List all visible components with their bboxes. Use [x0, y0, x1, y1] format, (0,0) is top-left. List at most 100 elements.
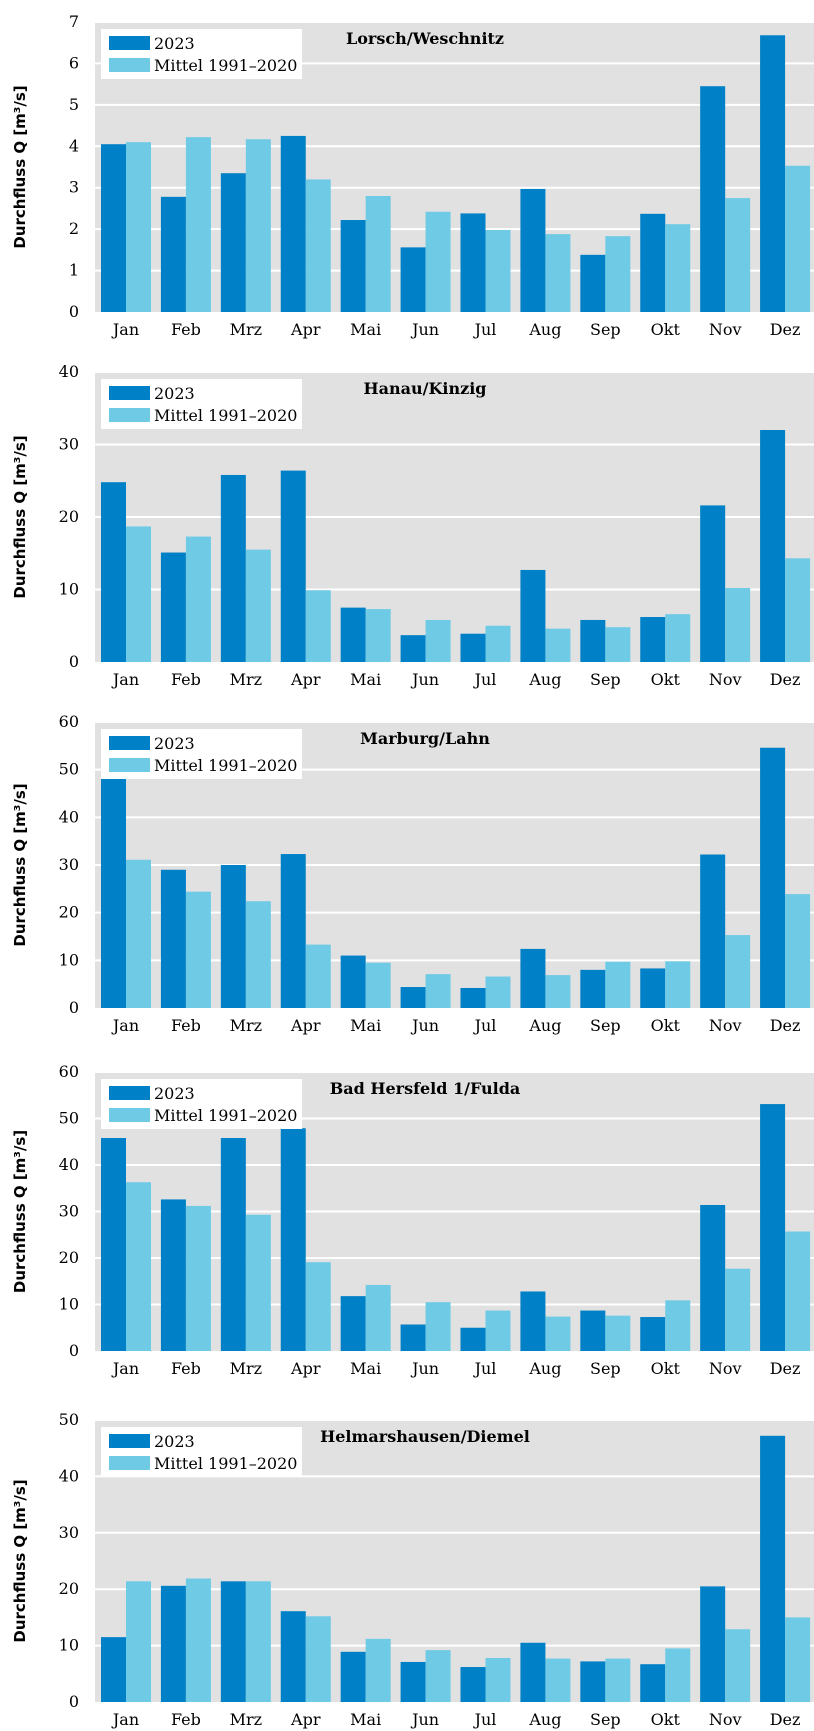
- legend-label: 2023: [154, 34, 195, 53]
- chart-lorsch-weschnitz: 0 1 2 3 4 5 6 7 Jan Feb Mrz Apr Mai Jun Jul Aug Sep Okt No…: [11, 12, 814, 339]
- bar-mittel-dez: [785, 165, 811, 312]
- bar-2023-mrz: [220, 173, 246, 312]
- x-tick-label-jul: Jul: [473, 670, 497, 689]
- y-tick-label: 20: [59, 1579, 79, 1598]
- bar-2023-dez: [760, 35, 786, 312]
- bar-mittel-feb: [185, 1578, 211, 1702]
- x-tick-label-aug: Aug: [528, 1359, 561, 1378]
- bar-mittel-jun: [425, 619, 451, 662]
- y-tick-label: 40: [59, 362, 79, 381]
- bar-mittel-mrz: [245, 549, 271, 662]
- y-tick-label: 0: [69, 1692, 79, 1711]
- bar-2023-nov: [700, 1586, 726, 1702]
- bar-2023-apr: [280, 854, 306, 1008]
- bar-2023-nov: [700, 854, 726, 1008]
- bar-2023-okt: [640, 1317, 666, 1351]
- bar-mittel-mrz: [245, 139, 271, 312]
- y-tick-label: 50: [59, 1109, 79, 1128]
- legend: 2023 Mittel 1991–2020: [101, 1427, 302, 1477]
- bar-mittel-aug: [545, 628, 571, 662]
- x-tick-label-dez: Dez: [770, 320, 801, 339]
- bar-mittel-apr: [305, 944, 331, 1008]
- legend-swatch: [109, 386, 150, 400]
- x-tick-label-feb: Feb: [171, 320, 201, 339]
- legend: 2023 Mittel 1991–2020: [101, 379, 302, 429]
- x-tick-label-apr: Apr: [290, 1016, 321, 1035]
- bar-mittel-jun: [425, 1302, 451, 1351]
- bar-2023-mai: [340, 220, 366, 312]
- x-tick-label-jul: Jul: [473, 1016, 497, 1035]
- x-tick-label-jun: Jun: [410, 320, 439, 339]
- bar-2023-jan: [101, 482, 126, 662]
- y-axis-title: Durchfluss Q [m³/s]: [11, 435, 29, 598]
- y-tick-label: 0: [69, 998, 79, 1017]
- y-axis-title: Durchfluss Q [m³/s]: [11, 1130, 29, 1293]
- legend-label: 2023: [154, 1084, 195, 1103]
- bar-mittel-jan: [126, 142, 151, 312]
- y-tick-label: 20: [59, 903, 79, 922]
- y-tick-label: 10: [59, 950, 79, 969]
- bar-mittel-dez: [785, 1617, 811, 1702]
- chart-panel-helmarshausen-diemel: 0 10 20 30 40 50 Jan Feb Mrz Apr Mai Jun Jul Aug Sep Ok…: [0, 1400, 814, 1731]
- bar-mittel-mrz: [245, 901, 271, 1008]
- bar-2023-aug: [520, 1291, 546, 1351]
- x-tick-label-jan: Jan: [111, 670, 139, 689]
- bar-2023-okt: [640, 213, 666, 312]
- x-tick-label-nov: Nov: [709, 1359, 742, 1378]
- legend-label: 2023: [154, 384, 195, 403]
- legend-swatch: [109, 1086, 150, 1100]
- y-axis-title: Durchfluss Q [m³/s]: [11, 85, 29, 248]
- y-tick-label: 50: [59, 1410, 79, 1429]
- y-tick-label: 7: [69, 12, 79, 31]
- chart-panel-hanau-kinzig: 0 10 20 30 40 Jan Feb Mrz Apr Mai Jun Jul Aug Sep Okt N…: [0, 350, 814, 700]
- bar-mittel-nov: [725, 1268, 751, 1351]
- bar-mittel-jul: [485, 976, 511, 1008]
- bar-2023-sep: [580, 1661, 606, 1702]
- bar-mittel-okt: [665, 1648, 691, 1702]
- bar-mittel-jun: [425, 974, 451, 1008]
- x-tick-label-jul: Jul: [473, 320, 497, 339]
- legend-swatch: [109, 736, 150, 750]
- x-tick-label-jan: Jan: [111, 1359, 139, 1378]
- bar-mittel-nov: [725, 1629, 751, 1702]
- bar-mittel-jan: [126, 526, 151, 662]
- y-tick-label: 10: [59, 1295, 79, 1314]
- bar-mittel-sep: [605, 961, 631, 1008]
- bar-mittel-feb: [185, 137, 211, 312]
- y-tick-label: 3: [69, 178, 79, 197]
- x-tick-label-jan: Jan: [111, 1016, 139, 1035]
- y-tick-label: 0: [69, 302, 79, 321]
- x-tick-label-mrz: Mrz: [230, 320, 262, 339]
- bar-mittel-okt: [665, 614, 691, 662]
- x-tick-label-mai: Mai: [350, 1016, 381, 1035]
- x-tick-label-mai: Mai: [350, 670, 381, 689]
- bar-mittel-feb: [185, 891, 211, 1008]
- legend-swatch: [109, 408, 150, 422]
- legend-label: Mittel 1991–2020: [154, 56, 297, 75]
- bar-mittel-mai: [365, 962, 391, 1008]
- legend: 2023 Mittel 1991–2020: [101, 29, 302, 79]
- bar-2023-aug: [520, 948, 546, 1008]
- bar-2023-jul: [460, 1667, 486, 1702]
- x-tick-label-aug: Aug: [528, 320, 561, 339]
- bar-2023-dez: [760, 1104, 786, 1351]
- x-tick-label-jun: Jun: [410, 1016, 439, 1035]
- legend-label: 2023: [154, 734, 195, 753]
- legend-label: Mittel 1991–2020: [154, 406, 297, 425]
- x-tick-label-dez: Dez: [770, 1359, 801, 1378]
- y-axis-title: Durchfluss Q [m³/s]: [11, 1479, 29, 1642]
- x-tick-label-mai: Mai: [350, 320, 381, 339]
- chart-marburg-lahn: 0 10 20 30 40 50 60 Jan Feb Mrz Apr Mai Jun Jul Aug Sep…: [11, 712, 814, 1035]
- y-tick-label: 30: [59, 435, 79, 454]
- legend-swatch: [109, 1434, 150, 1448]
- legend: 2023 Mittel 1991–2020: [101, 1079, 302, 1129]
- bar-mittel-sep: [605, 627, 631, 662]
- bar-mittel-jul: [485, 625, 511, 662]
- bar-mittel-sep: [605, 236, 631, 312]
- bar-mittel-mai: [365, 196, 391, 312]
- bar-mittel-dez: [785, 1231, 811, 1351]
- x-tick-label-mrz: Mrz: [230, 1710, 262, 1729]
- bar-mittel-jan: [126, 1182, 151, 1351]
- bar-mittel-jun: [425, 211, 451, 312]
- bar-2023-sep: [580, 254, 606, 312]
